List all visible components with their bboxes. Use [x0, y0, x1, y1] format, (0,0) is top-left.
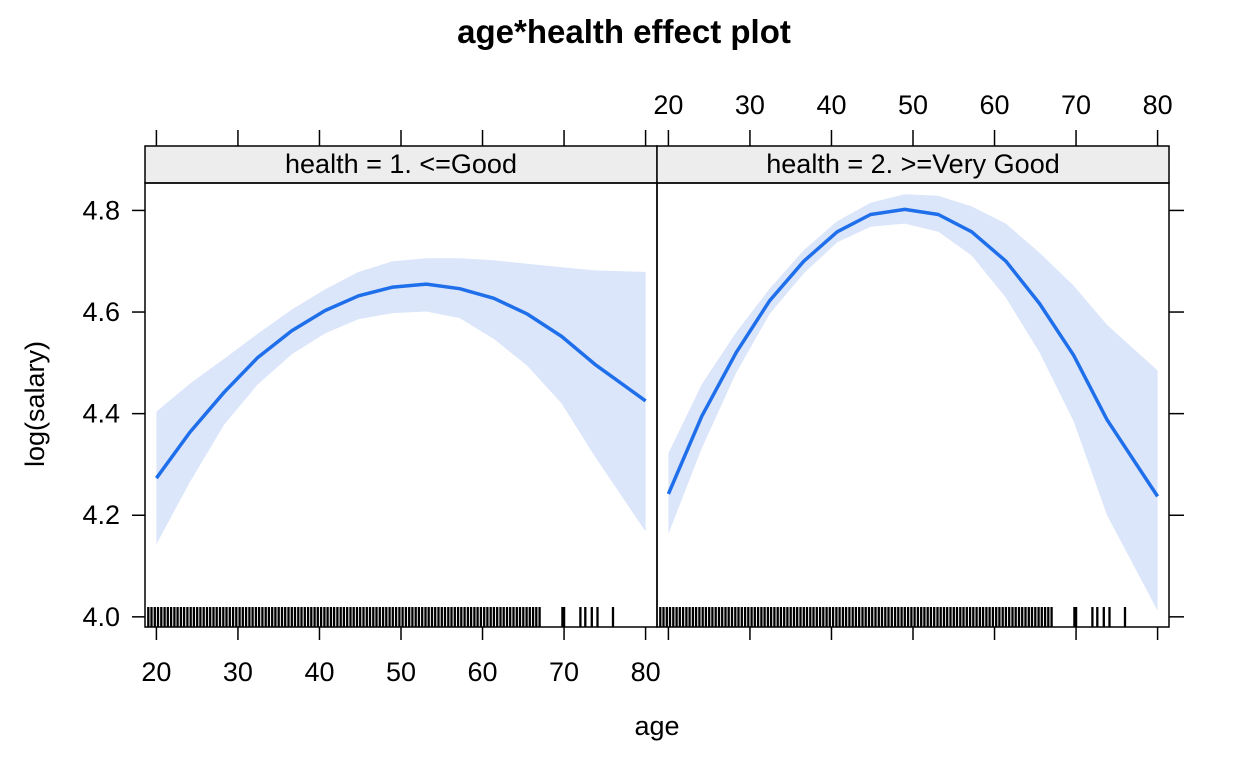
confidence-band — [668, 194, 1158, 611]
y-axis-title: log(salary) — [20, 341, 50, 467]
x-axis-title: age — [634, 711, 679, 741]
y-axis: 4.0 4.2 4.4 4.6 4.8 — [82, 195, 1184, 632]
x-tick-label: 20 — [141, 657, 171, 687]
x-tick-label-top: 40 — [816, 90, 846, 120]
fit-line — [666, 207, 1160, 498]
x-tick-label: 50 — [386, 657, 416, 687]
strip — [656, 145, 1170, 184]
x-tick-label: 80 — [631, 657, 661, 687]
strip-label: health = 1. <=Good — [285, 149, 517, 179]
x-tick-label: 30 — [223, 657, 253, 687]
rug-marks — [659, 607, 1127, 627]
x-tick-label-top: 70 — [1061, 90, 1091, 120]
x-tick-label-top: 60 — [980, 90, 1010, 120]
y-tick-label: 4.8 — [82, 195, 120, 225]
y-tick-label: 4.2 — [82, 500, 120, 530]
x-tick-label: 40 — [304, 657, 334, 687]
x-tick-label-top: 30 — [735, 90, 765, 120]
x-tick-label-top: 80 — [1143, 90, 1173, 120]
x-tick-label-top: 20 — [653, 90, 683, 120]
y-tick-label: 4.0 — [82, 602, 120, 632]
panel-2: health = 2. >=Very Good 20 30 40 50 60 70 80 — [653, 90, 1173, 640]
panel-1: health = 1. <=Good 20 30 40 50 60 70 80 — [141, 130, 661, 687]
rug-marks — [147, 607, 615, 627]
fit-line — [154, 282, 647, 480]
x-tick-label: 70 — [549, 657, 579, 687]
y-tick-label: 4.6 — [82, 297, 120, 327]
confidence-band — [156, 258, 646, 545]
y-tick-label: 4.4 — [82, 399, 120, 429]
x-tick-label-top: 50 — [898, 90, 928, 120]
strip-label: health = 2. >=Very Good — [766, 149, 1059, 179]
x-tick-label: 60 — [468, 657, 498, 687]
chart-title: age*health effect plot — [457, 13, 791, 50]
